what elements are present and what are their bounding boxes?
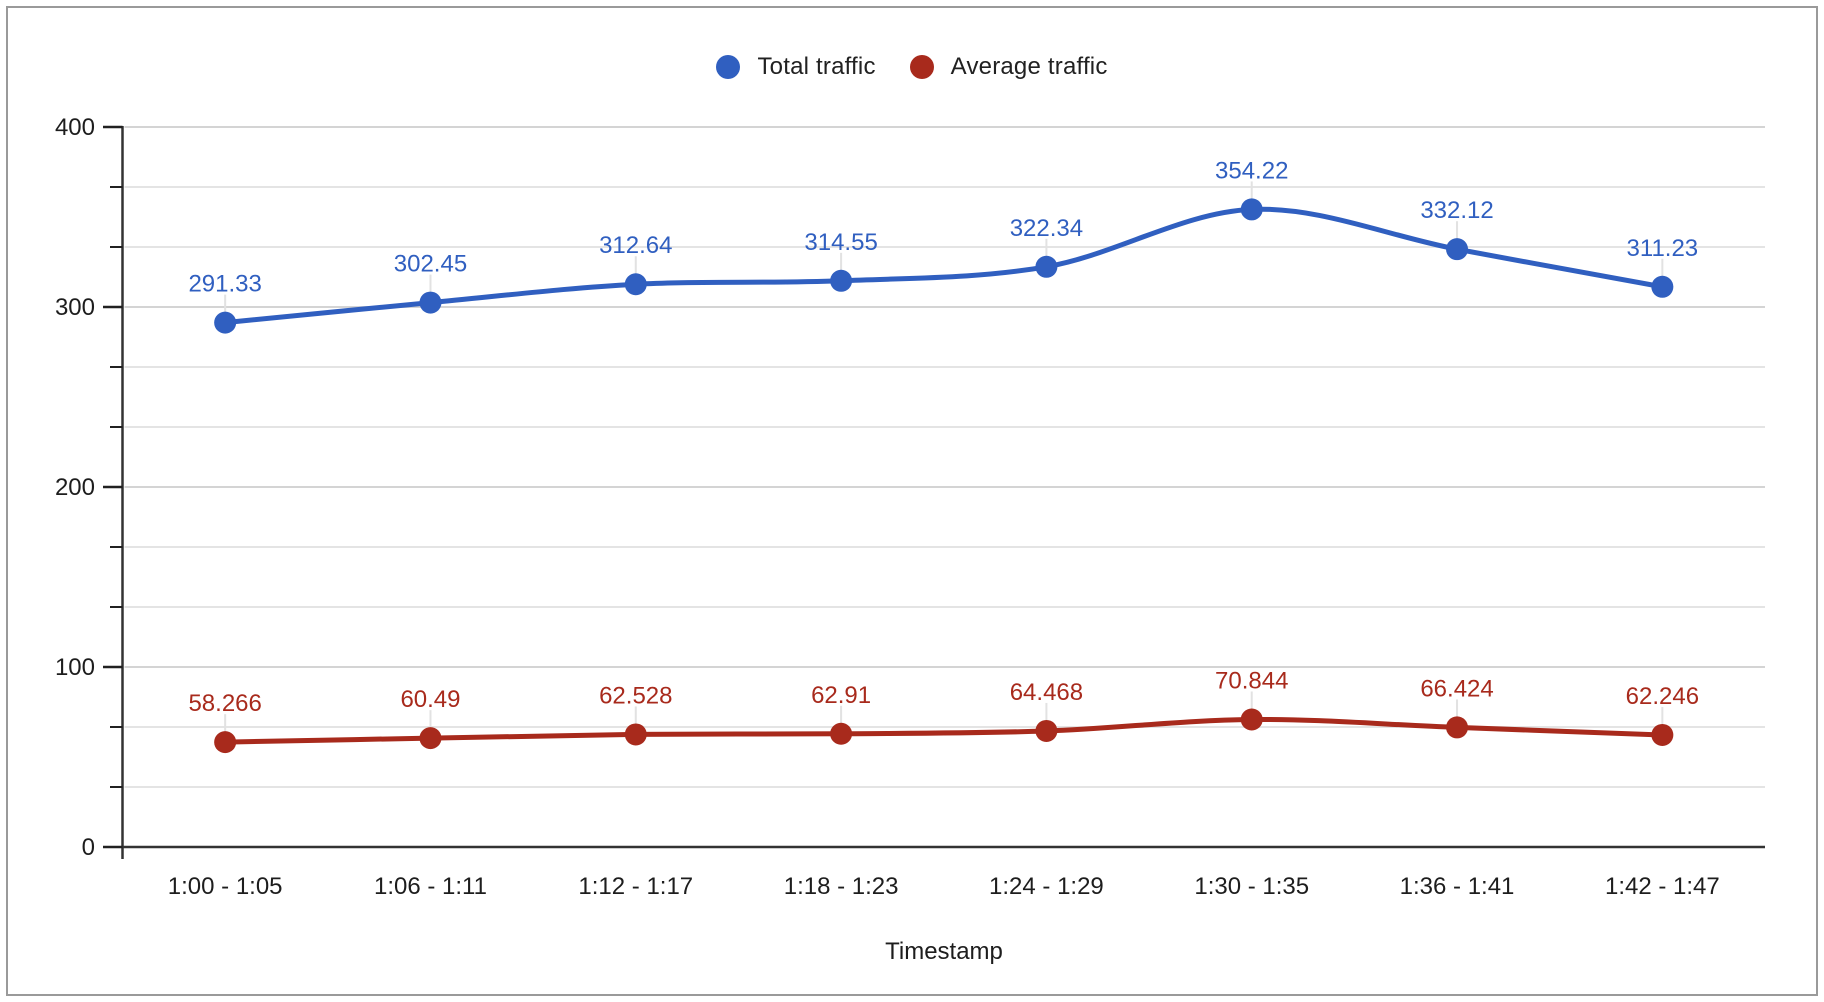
y-tick-label: 0 [82, 834, 95, 861]
data-point-label: 314.55 [804, 229, 877, 256]
x-tick-label: 1:36 - 1:41 [1400, 873, 1515, 900]
x-tick-label: 1:06 - 1:11 [374, 873, 487, 900]
x-tick-label: 1:42 - 1:47 [1605, 873, 1720, 900]
data-point-marker[interactable] [419, 727, 442, 750]
data-point-label: 62.528 [599, 682, 672, 709]
x-tick-label: 1:00 - 1:05 [168, 873, 283, 900]
legend-label-total-traffic: Total traffic [757, 53, 876, 80]
legend-marker-total-traffic-icon [716, 55, 741, 79]
data-point-marker[interactable] [830, 722, 853, 745]
data-point-label: 332.12 [1420, 197, 1493, 224]
data-point-marker[interactable] [1651, 723, 1674, 746]
legend-marker-average-traffic-icon [909, 55, 934, 79]
data-point-label: 66.424 [1420, 675, 1493, 702]
y-tick-label: 200 [55, 474, 95, 501]
data-point-marker[interactable] [1035, 719, 1058, 742]
x-tick-label: 1:24 - 1:29 [989, 873, 1104, 900]
series-line-total-traffic [222, 206, 1665, 326]
data-point-label: 311.23 [1627, 235, 1699, 262]
data-point-marker[interactable] [214, 311, 237, 334]
data-point-marker[interactable] [1240, 198, 1263, 221]
data-point-marker[interactable] [1035, 255, 1058, 278]
data-point-marker[interactable] [1446, 238, 1469, 261]
legend-item-total-traffic[interactable]: Total traffic [716, 53, 875, 81]
data-point-marker[interactable] [419, 291, 442, 314]
data-point-label: 322.34 [1010, 215, 1083, 242]
data-point-marker[interactable] [214, 731, 237, 754]
data-point-label: 302.45 [394, 251, 467, 278]
y-tick-label: 300 [55, 294, 95, 321]
data-point-marker[interactable] [1240, 708, 1263, 731]
data-point-label: 312.64 [599, 232, 672, 259]
x-tick-label: 1:18 - 1:23 [784, 873, 899, 900]
data-point-label: 354.22 [1215, 157, 1288, 184]
data-point-marker[interactable] [1651, 275, 1674, 298]
data-point-marker[interactable] [624, 723, 647, 746]
x-tick-label: 1:12 - 1:17 [578, 873, 693, 900]
series-line-average-traffic [222, 716, 1665, 745]
legend-item-average-traffic[interactable]: Average traffic [909, 53, 1108, 81]
data-point-label: 291.33 [188, 271, 261, 298]
legend-label-average-traffic: Average traffic [950, 53, 1108, 80]
data-point-label: 58.266 [188, 690, 261, 717]
x-axis-title: Timestamp [885, 938, 1003, 965]
data-point-label: 62.91 [811, 682, 871, 709]
data-point-marker[interactable] [624, 273, 647, 296]
y-tick-label: 400 [55, 114, 95, 141]
y-tick-label: 100 [55, 654, 95, 681]
data-point-label: 60.49 [400, 686, 460, 713]
x-tick-label: 1:30 - 1:35 [1194, 873, 1309, 900]
data-point-marker[interactable] [1446, 716, 1469, 739]
data-point-label: 62.246 [1626, 683, 1699, 710]
data-point-label: 70.844 [1215, 667, 1288, 694]
data-point-label: 64.468 [1010, 679, 1083, 706]
chart-legend: Total traffic Average traffic [0, 43, 1824, 91]
data-point-marker[interactable] [830, 269, 853, 292]
